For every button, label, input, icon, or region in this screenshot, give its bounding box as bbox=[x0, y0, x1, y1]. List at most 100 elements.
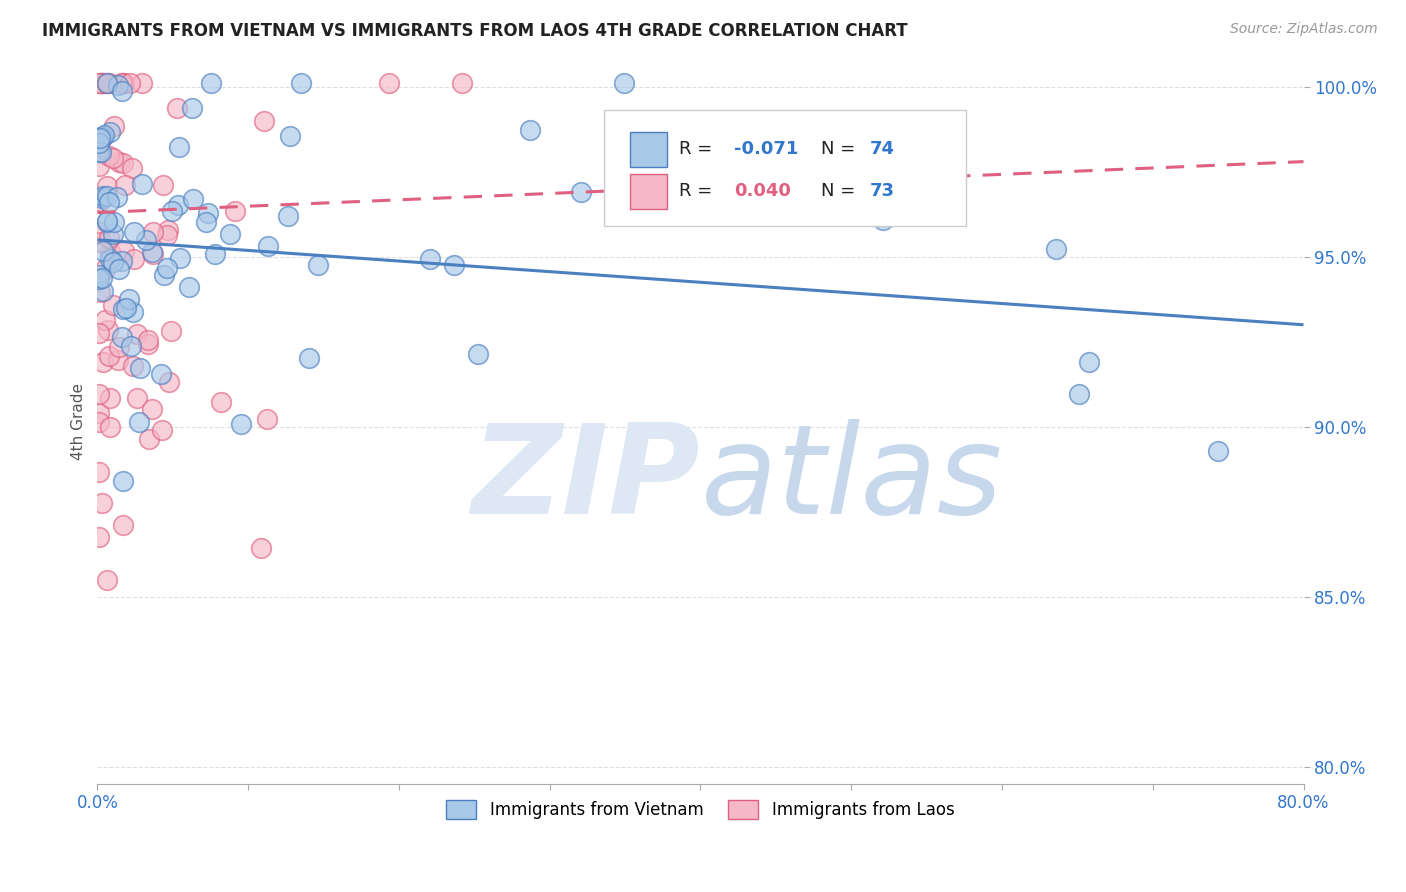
Immigrants from Laos bbox=[111, 76, 134, 90]
Immigrants from Laos bbox=[450, 76, 472, 90]
Immigrants from Laos bbox=[94, 262, 117, 277]
Text: 0.040: 0.040 bbox=[734, 182, 792, 201]
Text: 73: 73 bbox=[869, 182, 894, 201]
Immigrants from Laos bbox=[157, 375, 180, 389]
Immigrants from Vietnam bbox=[107, 78, 129, 92]
Immigrants from Vietnam bbox=[98, 125, 121, 139]
Immigrants from Vietnam bbox=[91, 270, 114, 285]
Immigrants from Vietnam bbox=[156, 260, 179, 275]
Immigrants from Vietnam bbox=[122, 225, 145, 239]
Immigrants from Laos bbox=[121, 161, 143, 175]
Immigrants from Vietnam bbox=[162, 204, 184, 219]
Text: R =: R = bbox=[679, 140, 717, 159]
Immigrants from Laos bbox=[101, 151, 124, 165]
Immigrants from Vietnam bbox=[167, 140, 190, 154]
Immigrants from Laos bbox=[90, 130, 112, 145]
Text: N =: N = bbox=[821, 182, 860, 201]
Immigrants from Vietnam bbox=[177, 280, 200, 294]
Immigrants from Laos bbox=[87, 530, 110, 544]
Immigrants from Vietnam bbox=[87, 272, 110, 286]
Immigrants from Laos bbox=[107, 352, 129, 367]
Immigrants from Vietnam bbox=[169, 252, 191, 266]
FancyBboxPatch shape bbox=[630, 132, 666, 167]
Immigrants from Laos bbox=[156, 228, 179, 243]
Immigrants from Vietnam bbox=[101, 255, 124, 269]
Immigrants from Laos bbox=[136, 334, 159, 348]
Immigrants from Vietnam bbox=[141, 244, 163, 259]
Immigrants from Vietnam bbox=[117, 292, 139, 306]
Immigrants from Vietnam bbox=[1067, 386, 1090, 401]
Immigrants from Vietnam bbox=[105, 190, 128, 204]
Y-axis label: 4th Grade: 4th Grade bbox=[72, 384, 86, 460]
Immigrants from Laos bbox=[142, 247, 165, 261]
Immigrants from Vietnam bbox=[91, 188, 114, 202]
Immigrants from Laos bbox=[121, 359, 143, 373]
Immigrants from Vietnam bbox=[307, 258, 329, 272]
Immigrants from Vietnam bbox=[613, 76, 636, 90]
Immigrants from Laos bbox=[138, 337, 160, 351]
Immigrants from Vietnam bbox=[98, 252, 121, 266]
Immigrants from Vietnam bbox=[120, 339, 142, 353]
Text: R =: R = bbox=[679, 182, 717, 201]
Immigrants from Vietnam bbox=[96, 76, 118, 90]
Immigrants from Laos bbox=[87, 386, 110, 401]
Immigrants from Laos bbox=[96, 178, 118, 193]
Immigrants from Vietnam bbox=[872, 213, 894, 227]
Immigrants from Vietnam bbox=[1206, 444, 1229, 458]
Immigrants from Laos bbox=[90, 235, 112, 249]
Immigrants from Vietnam bbox=[467, 347, 489, 361]
Immigrants from Vietnam bbox=[89, 130, 111, 145]
Text: ZIP: ZIP bbox=[471, 419, 700, 540]
Immigrants from Vietnam bbox=[131, 178, 153, 192]
Immigrants from Laos bbox=[112, 76, 135, 90]
Immigrants from Laos bbox=[87, 160, 110, 174]
Immigrants from Laos bbox=[87, 326, 110, 341]
Immigrants from Vietnam bbox=[91, 285, 114, 299]
Immigrants from Vietnam bbox=[149, 367, 172, 381]
Immigrants from Vietnam bbox=[114, 301, 136, 316]
Immigrants from Laos bbox=[156, 223, 179, 237]
Immigrants from Vietnam bbox=[519, 123, 541, 137]
Immigrants from Laos bbox=[97, 149, 120, 163]
Immigrants from Laos bbox=[87, 225, 110, 239]
Immigrants from Vietnam bbox=[218, 227, 240, 242]
Immigrants from Vietnam bbox=[129, 360, 152, 375]
Immigrants from Vietnam bbox=[111, 254, 134, 268]
Text: IMMIGRANTS FROM VIETNAM VS IMMIGRANTS FROM LAOS 4TH GRADE CORRELATION CHART: IMMIGRANTS FROM VIETNAM VS IMMIGRANTS FR… bbox=[42, 22, 908, 40]
Immigrants from Vietnam bbox=[93, 128, 115, 142]
Immigrants from Laos bbox=[96, 76, 118, 90]
Immigrants from Laos bbox=[90, 76, 112, 90]
Immigrants from Laos bbox=[108, 155, 131, 169]
FancyBboxPatch shape bbox=[630, 174, 666, 209]
Immigrants from Vietnam bbox=[195, 214, 218, 228]
Immigrants from Laos bbox=[93, 76, 115, 90]
Immigrants from Vietnam bbox=[135, 233, 157, 247]
Immigrants from Vietnam bbox=[229, 417, 252, 431]
Immigrants from Laos bbox=[98, 420, 121, 434]
Immigrants from Laos bbox=[138, 432, 160, 446]
Immigrants from Laos bbox=[87, 465, 110, 479]
Immigrants from Vietnam bbox=[278, 128, 301, 143]
Immigrants from Vietnam bbox=[181, 192, 204, 206]
Immigrants from Laos bbox=[87, 76, 110, 90]
Immigrants from Laos bbox=[152, 178, 174, 192]
Immigrants from Vietnam bbox=[96, 189, 118, 203]
Immigrants from Laos bbox=[111, 156, 134, 170]
Immigrants from Laos bbox=[91, 76, 114, 90]
Immigrants from Laos bbox=[91, 354, 114, 368]
Immigrants from Laos bbox=[112, 244, 135, 258]
Immigrants from Laos bbox=[101, 298, 124, 312]
Immigrants from Laos bbox=[94, 312, 117, 326]
Immigrants from Vietnam bbox=[97, 195, 120, 210]
Immigrants from Laos bbox=[127, 326, 149, 341]
Immigrants from Vietnam bbox=[419, 252, 441, 267]
Immigrants from Laos bbox=[98, 231, 121, 245]
Immigrants from Vietnam bbox=[152, 268, 174, 282]
Immigrants from Laos bbox=[103, 119, 125, 133]
Immigrants from Laos bbox=[90, 76, 112, 90]
Text: N =: N = bbox=[821, 140, 860, 159]
Immigrants from Vietnam bbox=[1045, 243, 1067, 257]
Immigrants from Vietnam bbox=[290, 76, 312, 90]
Immigrants from Vietnam bbox=[96, 215, 118, 229]
Text: atlas: atlas bbox=[700, 419, 1002, 540]
